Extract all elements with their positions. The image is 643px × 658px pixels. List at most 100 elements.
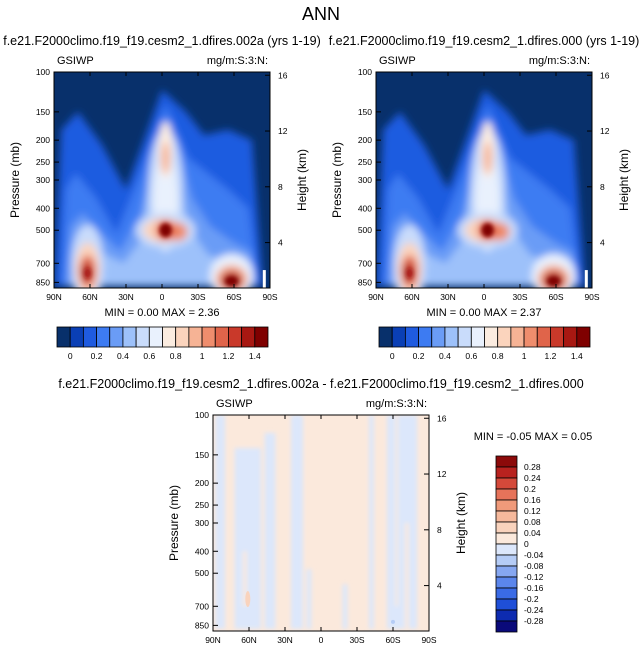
panel-a: f.e21.F2000climo.f19_f19.cesm2_1.dfires.… bbox=[3, 34, 321, 361]
diff-band-detail bbox=[306, 569, 312, 629]
y-tick-label: 100 bbox=[358, 67, 372, 77]
colorbar-swatch bbox=[69, 326, 84, 348]
colorbar-swatch bbox=[175, 326, 190, 348]
colorbar-label: 0.2 bbox=[91, 351, 103, 361]
colorbar-label: 0.4 bbox=[117, 351, 129, 361]
panel-a-left-label: GSIWP bbox=[57, 55, 94, 67]
negative-band bbox=[264, 432, 276, 629]
colorbar-label: 0.8 bbox=[492, 351, 504, 361]
y-tick-label: 400 bbox=[358, 203, 372, 213]
y2-tick-label: 12 bbox=[437, 469, 447, 479]
y-tick-label: 150 bbox=[358, 107, 372, 117]
colorbar-swatch bbox=[109, 326, 124, 348]
colorbar-label: 0 bbox=[524, 539, 529, 549]
negative-band bbox=[215, 415, 225, 629]
colorbar-label: 0.12 bbox=[524, 506, 541, 516]
y2-tick-label: 12 bbox=[278, 126, 288, 136]
y-tick-label: 200 bbox=[195, 478, 209, 488]
x-tick-label: 90N bbox=[46, 292, 62, 302]
sh-peak bbox=[225, 277, 238, 286]
panel-b-axes: 90N 60N 30N 0 30S 60S 90S 100 150 200 250 300 400 500… bbox=[358, 67, 610, 302]
y-tick-label: 100 bbox=[195, 410, 209, 420]
colorbar-swatch bbox=[201, 326, 216, 348]
colorbar-label: 0.2 bbox=[413, 351, 425, 361]
colorbar-label: 0.28 bbox=[524, 462, 541, 472]
x-tick-label: 90N bbox=[368, 292, 384, 302]
negative-blob bbox=[391, 619, 395, 624]
panel-c-axes: 90N 60N 30N 0 30S 60S 90S 100 150 200 250 300 400 500… bbox=[195, 410, 447, 645]
colorbar-swatch bbox=[495, 598, 518, 611]
x-tick-label: 30S bbox=[349, 635, 364, 645]
tropical-peak bbox=[481, 223, 494, 238]
x-tick-label: 30N bbox=[277, 635, 293, 645]
colorbar-label: -0.2 bbox=[524, 594, 539, 604]
colorbar-label: 1 bbox=[522, 351, 527, 361]
panel-b-left-label: GSIWP bbox=[379, 55, 416, 67]
nh-peak bbox=[406, 268, 413, 279]
colorbar-swatch bbox=[470, 326, 485, 348]
tropical-peak bbox=[159, 223, 172, 238]
y-tick-label: 250 bbox=[358, 157, 372, 167]
panel-c: f.e21.F2000climo.f19_f19.cesm2_1.dfires.… bbox=[58, 377, 592, 645]
x-tick-label: 30S bbox=[512, 292, 527, 302]
colorbar-swatch bbox=[96, 326, 111, 348]
colorbar-label: -0.08 bbox=[524, 561, 544, 571]
colorbar-label: 0.6 bbox=[465, 351, 477, 361]
colorbar-label: 1.4 bbox=[571, 351, 583, 361]
diff-band-detail bbox=[395, 415, 398, 607]
y-tick-label: 850 bbox=[36, 277, 50, 287]
colorbar-swatch bbox=[495, 488, 518, 501]
colorbar-swatch bbox=[56, 326, 71, 348]
sh-peak bbox=[547, 277, 560, 286]
colorbar-swatch bbox=[495, 466, 518, 479]
negative-band bbox=[291, 415, 303, 629]
x-tick-label: 60S bbox=[226, 292, 241, 302]
x-tick-label: 90N bbox=[205, 635, 221, 645]
panel-c-y2label: Height (km) bbox=[454, 492, 468, 554]
colorbar-swatch bbox=[457, 326, 472, 348]
colorbar-label: -0.04 bbox=[524, 550, 544, 560]
x-tick-label: 90S bbox=[421, 635, 436, 645]
panel-b: f.e21.F2000climo.f19_f19.cesm2_1.dfires.… bbox=[329, 34, 640, 361]
colorbar-swatch bbox=[431, 326, 446, 348]
colorbar-label: 0.6 bbox=[143, 351, 155, 361]
colorbar-swatch bbox=[495, 620, 518, 633]
colorbar-swatch bbox=[162, 326, 177, 348]
y2-tick-label: 16 bbox=[278, 70, 288, 80]
colorbar-swatch bbox=[241, 326, 256, 348]
missing-data-notch bbox=[262, 270, 266, 288]
colorbar-swatch bbox=[391, 326, 406, 348]
x-tick-label: 30S bbox=[190, 292, 205, 302]
colorbar-swatch bbox=[484, 326, 499, 348]
colorbar-swatch bbox=[495, 510, 518, 523]
panel-c-stats: MIN = -0.05 MAX = 0.05 bbox=[474, 431, 593, 443]
y-tick-label: 700 bbox=[358, 258, 372, 268]
y-tick-label: 100 bbox=[36, 67, 50, 77]
diff-band-detail bbox=[342, 584, 348, 629]
panel-c-colorbar: 0.280.240.20.160.120.080.040-0.04-0.08-0… bbox=[495, 455, 544, 633]
x-tick-label: 60S bbox=[385, 635, 400, 645]
colorbar-swatch bbox=[497, 326, 512, 348]
colorbar-swatch bbox=[378, 326, 393, 348]
y-tick-label: 700 bbox=[195, 601, 209, 611]
y-tick-label: 500 bbox=[195, 568, 209, 578]
colorbar-swatch bbox=[82, 326, 97, 348]
colorbar-swatch bbox=[495, 576, 518, 589]
colorbar-label: 0 bbox=[68, 351, 73, 361]
y-tick-label: 200 bbox=[36, 135, 50, 145]
panel-c-ylabel: Pressure (mb) bbox=[167, 485, 181, 561]
panel-a-stats: MIN = 0.00 MAX = 2.36 bbox=[105, 307, 220, 319]
x-tick-label: 90S bbox=[584, 292, 599, 302]
x-tick-label: 60N bbox=[82, 292, 98, 302]
colorbar-label: 1 bbox=[200, 351, 205, 361]
x-tick-label: 60S bbox=[548, 292, 563, 302]
y2-tick-label: 8 bbox=[437, 525, 442, 535]
colorbar-label: 0.24 bbox=[524, 473, 541, 483]
colorbar-swatch bbox=[576, 326, 591, 348]
panel-b-field bbox=[376, 72, 592, 288]
y2-tick-label: 8 bbox=[278, 182, 283, 192]
colorbar-swatch bbox=[135, 326, 150, 348]
colorbar-swatch bbox=[563, 326, 578, 348]
positive-blob bbox=[245, 591, 251, 608]
panel-a-right-label: mg/m:S:3:N: bbox=[207, 55, 268, 67]
